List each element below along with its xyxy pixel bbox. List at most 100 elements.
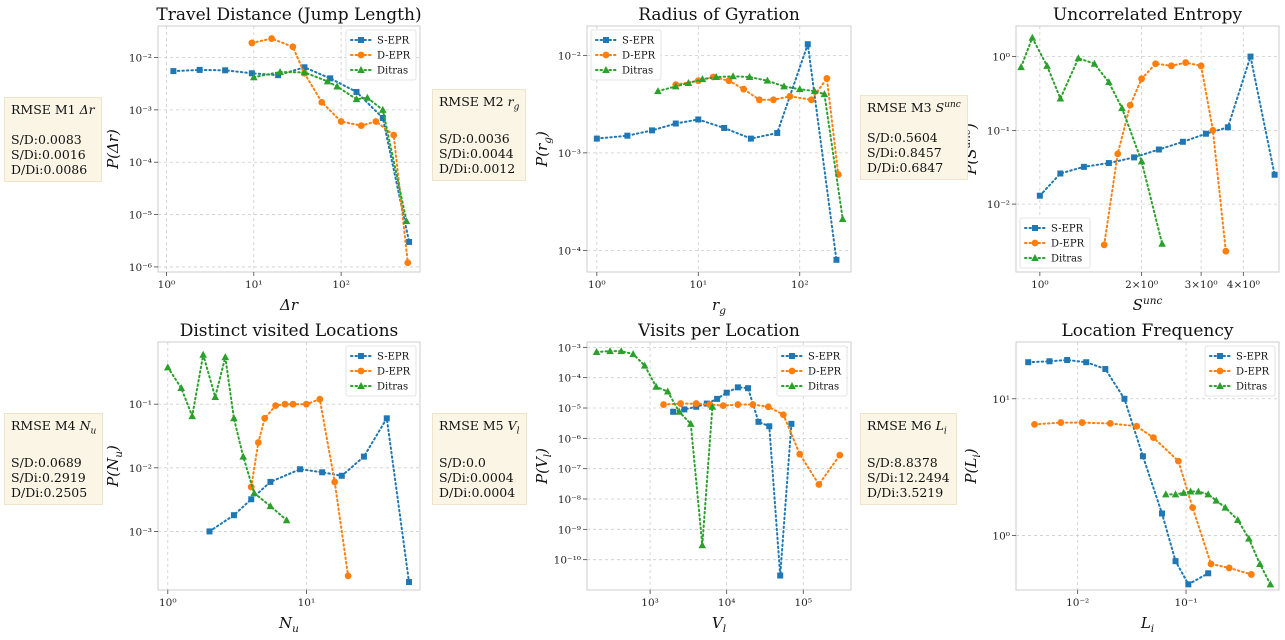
point-d-epr (248, 39, 256, 47)
point-ditras (188, 412, 196, 420)
point-s-epr (383, 415, 390, 422)
point-d-epr (1207, 560, 1215, 568)
point-s-epr (721, 124, 728, 131)
y-tick-label: 10⁰ (992, 52, 1010, 64)
point-s-epr (1172, 558, 1179, 565)
legend-label: Ditras (808, 382, 839, 393)
point-s-epr (1139, 453, 1146, 460)
point-s-epr (1105, 160, 1112, 167)
point-s-epr (196, 66, 203, 73)
chart-5: 10³ 10⁴ 10⁵ 10⁻¹⁰ 10⁻⁹ 10⁻⁸ 10⁻⁷ 10⁻⁶ 10⁻⁵ 10⁻⁴ 10… (533, 321, 852, 635)
point-d-epr (357, 122, 365, 130)
point-d-epr (1100, 241, 1108, 249)
point-ditras (1158, 239, 1166, 247)
point-s-epr (670, 408, 677, 415)
y-tick-label: 10⁻⁴ (558, 373, 581, 385)
chart-title: Location Frequency (1062, 321, 1234, 341)
rmse-title: RMSE M1 Δr (11, 102, 95, 117)
x-tick-label: 10² (791, 279, 809, 291)
point-d-epr (1189, 504, 1197, 512)
rmse-value: S/D:0.0 (439, 454, 486, 470)
point-s-epr (788, 420, 795, 427)
y-tick-label: 10⁻³ (129, 105, 152, 117)
point-d-epr (749, 401, 757, 408)
point-d-epr (1197, 62, 1205, 70)
point-s-epr (1102, 366, 1109, 373)
point-ditras (1256, 559, 1264, 567)
point-s-epr (1046, 358, 1053, 365)
point-d-epr (337, 118, 345, 125)
point-d-epr (1247, 571, 1255, 578)
point-d-epr (1182, 59, 1190, 66)
point-d-epr (1225, 564, 1233, 572)
series-line-ditras (1020, 35, 1164, 245)
point-d-epr (404, 259, 412, 267)
x-tick-label: 10⁵ (794, 597, 812, 609)
point-d-epr (1150, 434, 1157, 442)
point-d-epr (1209, 126, 1217, 134)
point-s-epr (1057, 170, 1064, 177)
point-d-epr (1133, 422, 1141, 430)
x-tick-label: 10⁻¹ (1174, 597, 1197, 609)
point-s-epr (695, 116, 702, 123)
point-ditras (1204, 490, 1212, 498)
point-d-epr (1152, 60, 1159, 68)
point-ditras (163, 363, 172, 371)
point-ditras (282, 516, 291, 524)
rmse-title: RMSE M4 Nu (11, 418, 97, 437)
legend-label: Ditras (1236, 382, 1267, 393)
point-s-epr (379, 114, 386, 121)
point-d-epr (823, 75, 831, 82)
point-ditras (684, 79, 693, 87)
point-s-epr (734, 384, 741, 391)
legend-marker-d-epr (357, 51, 365, 59)
point-d-epr (692, 400, 700, 407)
legend-marker-s-epr (789, 353, 795, 359)
point-d-epr (344, 572, 352, 580)
rmse-value: D/Di:0.0004 (439, 484, 516, 500)
legend-label: D-EPR (377, 367, 411, 378)
point-ditras (745, 72, 754, 80)
point-d-epr (281, 400, 289, 408)
rmse-box: RMSE M2 rg S/D:0.0036 S/Di:0.0044 D/Di:0.00… (432, 89, 527, 181)
point-ditras (1028, 33, 1037, 41)
point-s-epr (1159, 510, 1166, 517)
point-ditras (378, 105, 387, 113)
y-tick-label: 10⁻¹ (129, 399, 152, 411)
x-axis-label: Sunc (1133, 295, 1163, 314)
point-ditras (820, 90, 829, 98)
point-s-epr (1064, 357, 1071, 364)
point-s-epr (1202, 130, 1209, 137)
point-ditras (1245, 534, 1253, 542)
point-s-epr (1036, 192, 1043, 199)
legend-label: Ditras (1051, 254, 1082, 265)
point-d-epr (755, 96, 763, 104)
point-ditras (230, 414, 238, 422)
point-s-epr (649, 127, 656, 134)
rmse-value: S/D:0.0036 (439, 130, 510, 146)
legend-label: S-EPR (377, 36, 410, 47)
point-s-epr (777, 572, 784, 579)
series-line-s-epr (208, 415, 410, 584)
x-tick-label: 10⁰ (159, 597, 177, 609)
point-d-epr (1106, 420, 1114, 427)
point-s-epr (206, 528, 213, 535)
point-ditras (617, 347, 626, 355)
point-ditras (211, 392, 220, 400)
point-s-epr (230, 512, 237, 519)
y-tick-label: 10¹ (992, 394, 1010, 406)
point-ditras (592, 348, 601, 356)
chart-2: 10⁰ 10¹ 10² 10⁻⁴ 10⁻³ 10⁻² Radius of Gyration r… (533, 5, 852, 317)
y-tick-label: 10⁻⁴ (129, 157, 152, 169)
point-ditras (780, 82, 788, 90)
point-ditras (675, 407, 684, 415)
point-s-epr (833, 256, 840, 263)
legend-label: D-EPR (622, 51, 656, 62)
point-ditras (708, 402, 717, 410)
point-ditras (810, 87, 819, 95)
legend-label: S-EPR (622, 36, 655, 47)
point-d-epr (770, 96, 777, 104)
point-s-epr (1205, 570, 1212, 577)
x-axis-label: Nu (278, 614, 299, 635)
